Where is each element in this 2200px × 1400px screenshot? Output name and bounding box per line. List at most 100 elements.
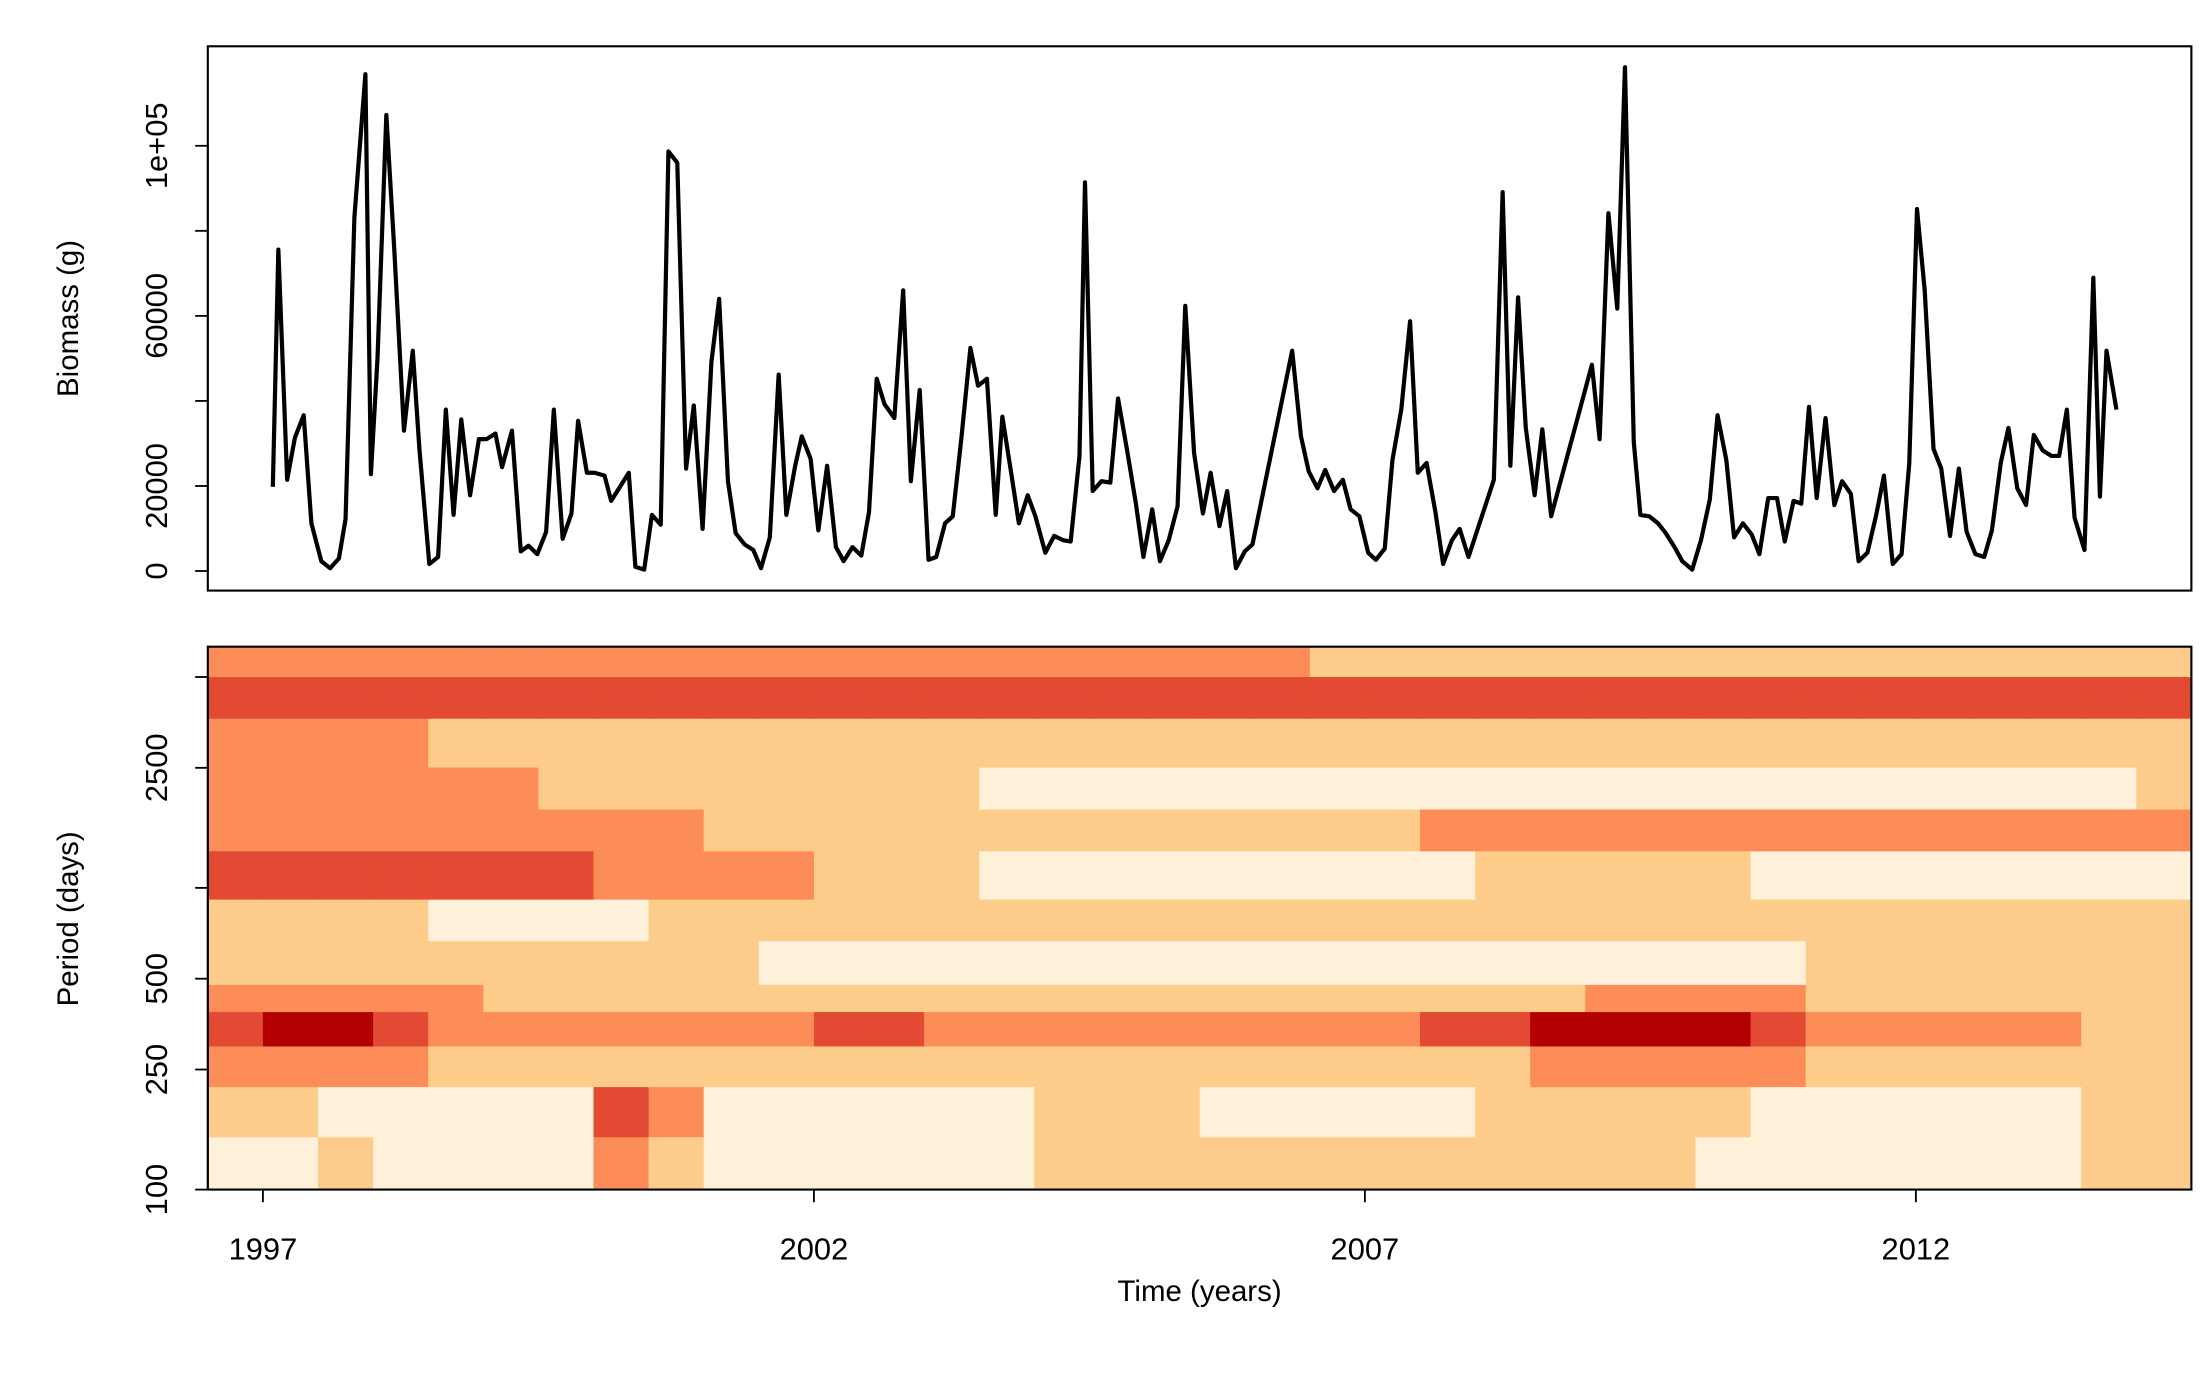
heat-cell — [262, 646, 319, 678]
y-tick-label: 60000 — [139, 273, 174, 359]
heat-cell — [1309, 808, 1366, 852]
heat-cell — [1640, 1011, 1697, 1047]
x-axis-title: Time (years) — [1118, 1275, 1282, 1308]
heat-cell — [1309, 766, 1366, 810]
heat-cell — [1254, 1136, 1311, 1191]
heat-cell — [758, 1136, 815, 1191]
heat-cell — [262, 940, 319, 985]
heat-cell — [262, 984, 319, 1013]
heat-cell — [1750, 646, 1807, 678]
heat-cell — [1640, 766, 1697, 810]
heat-cell — [2081, 850, 2138, 900]
heat-cell — [428, 1086, 485, 1138]
heat-cell — [1585, 676, 1642, 719]
heat-cell — [1860, 766, 1917, 810]
heat-cell — [1199, 646, 1256, 678]
heat-cell — [1144, 940, 1201, 985]
heat-cell — [1530, 717, 1587, 768]
heat-cell — [1199, 1136, 1256, 1191]
heat-cell — [1364, 1045, 1421, 1088]
heat-cell — [483, 898, 540, 942]
heat-cell — [979, 1086, 1036, 1138]
heat-cell — [1915, 1136, 1972, 1191]
heat-cell — [1089, 1136, 1146, 1191]
heat-cell — [1860, 984, 1917, 1013]
heat-cell — [1695, 766, 1752, 810]
heat-cell — [1364, 766, 1421, 810]
heat-cell — [1309, 940, 1366, 985]
heat-cell — [538, 984, 595, 1013]
heat-cell — [428, 984, 485, 1013]
heat-cell — [318, 766, 374, 810]
heat-cell — [924, 646, 981, 678]
heat-cell — [648, 940, 705, 985]
heat-cell — [1254, 1011, 1311, 1047]
heat-cell — [2081, 646, 2138, 678]
heat-cell — [1475, 898, 1532, 942]
heat-cell — [924, 766, 981, 810]
heat-cell — [483, 646, 540, 678]
heat-cell — [758, 766, 815, 810]
x-tick-label: 2007 — [1331, 1231, 1400, 1266]
heat-cell — [593, 717, 650, 768]
heat-cell — [979, 808, 1036, 852]
heat-cell — [703, 717, 760, 768]
heat-cell — [703, 1136, 760, 1191]
heat-cell — [262, 1136, 319, 1191]
heat-cell — [1364, 717, 1421, 768]
heat-cell — [1419, 984, 1476, 1013]
heat-cell — [2136, 1086, 2193, 1138]
heat-cell — [758, 646, 815, 678]
heat-cell — [924, 984, 981, 1013]
heat-cell — [648, 717, 705, 768]
heat-cell — [1364, 646, 1421, 678]
heat-cell — [2136, 1011, 2193, 1047]
heat-cell — [483, 717, 540, 768]
heat-cell — [1475, 850, 1532, 900]
heat-cell — [1364, 1136, 1421, 1191]
heat-cell — [648, 1136, 705, 1191]
heat-cell — [1805, 1011, 1862, 1047]
heat-cell — [1805, 984, 1862, 1013]
heat-cell — [1199, 984, 1256, 1013]
heat-cell — [1750, 717, 1807, 768]
heat-cell — [1034, 766, 1091, 810]
heat-cell — [1309, 850, 1366, 900]
heat-cell — [2081, 766, 2138, 810]
heat-cell — [813, 1011, 870, 1047]
heat-cell — [207, 1086, 264, 1138]
heat-cell — [2081, 984, 2138, 1013]
heat-cell — [979, 940, 1036, 985]
heat-cell — [2081, 676, 2138, 719]
heat-cell — [1144, 1011, 1201, 1047]
heat-cell — [869, 646, 925, 678]
heat-cell — [373, 1011, 430, 1047]
heat-cell — [1585, 1011, 1642, 1047]
heat-cell — [1805, 898, 1862, 942]
heat-cell — [813, 1136, 870, 1191]
heat-cell — [1585, 1045, 1642, 1088]
heat-cell — [593, 766, 650, 810]
heat-cell — [813, 1045, 870, 1088]
heat-cell — [318, 850, 374, 900]
y-tick-label: 100 — [139, 1164, 174, 1216]
heat-cell — [1805, 1136, 1862, 1191]
heat-cell — [1640, 940, 1697, 985]
heat-cell — [593, 676, 650, 719]
heat-cell — [318, 1136, 374, 1191]
heat-cell — [1530, 1045, 1587, 1088]
heat-cell — [813, 646, 870, 678]
heat-cell — [648, 676, 705, 719]
heat-cell — [1915, 940, 1972, 985]
heat-cell — [373, 808, 430, 852]
heat-cell — [758, 676, 815, 719]
heat-cell — [1419, 646, 1476, 678]
heat-cell — [1144, 898, 1201, 942]
heat-cell — [262, 676, 319, 719]
heat-cell — [979, 1136, 1036, 1191]
y-tick-label: 20000 — [139, 443, 174, 529]
heat-cell — [1089, 1045, 1146, 1088]
heat-cell — [1419, 808, 1476, 852]
heat-cell — [2081, 1011, 2138, 1047]
heat-cell — [758, 898, 815, 942]
